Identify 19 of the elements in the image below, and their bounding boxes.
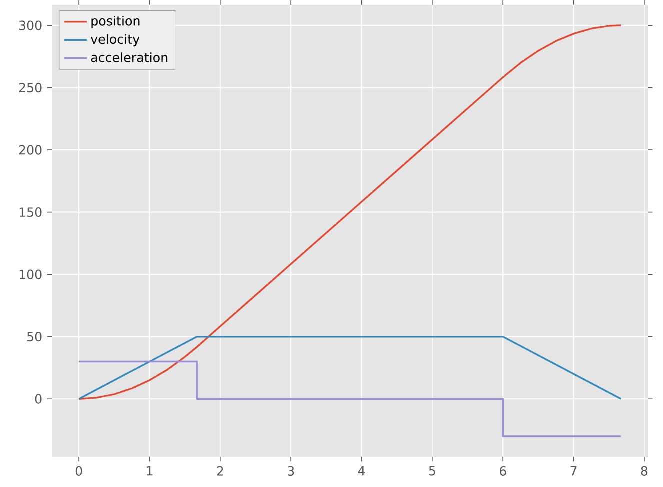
x-tick-label: 0	[76, 466, 82, 476]
x-tick-label: 2	[217, 466, 224, 476]
legend-label: acceleration	[91, 52, 168, 62]
x-tick-label: 8	[641, 466, 648, 476]
y-tick-label: 200	[19, 145, 42, 155]
x-tick-label: 7	[570, 466, 577, 476]
y-tick-label: 50	[27, 332, 42, 342]
x-tick-label: 6	[500, 466, 506, 476]
y-tick-label: 100	[20, 270, 42, 280]
y-tick-label: 150	[20, 208, 42, 218]
legend-label: velocity	[90, 34, 140, 47]
x-tick-label: 5	[429, 466, 436, 476]
x-tick-label: 3	[288, 466, 294, 476]
y-tick-label: 300	[19, 20, 42, 30]
x-tick-label: 4	[358, 466, 366, 476]
x-tick-label: 1	[147, 466, 153, 476]
y-tick-label: 0	[35, 394, 42, 404]
legend-label: position	[92, 16, 140, 28]
y-tick-label: 250	[19, 83, 42, 93]
